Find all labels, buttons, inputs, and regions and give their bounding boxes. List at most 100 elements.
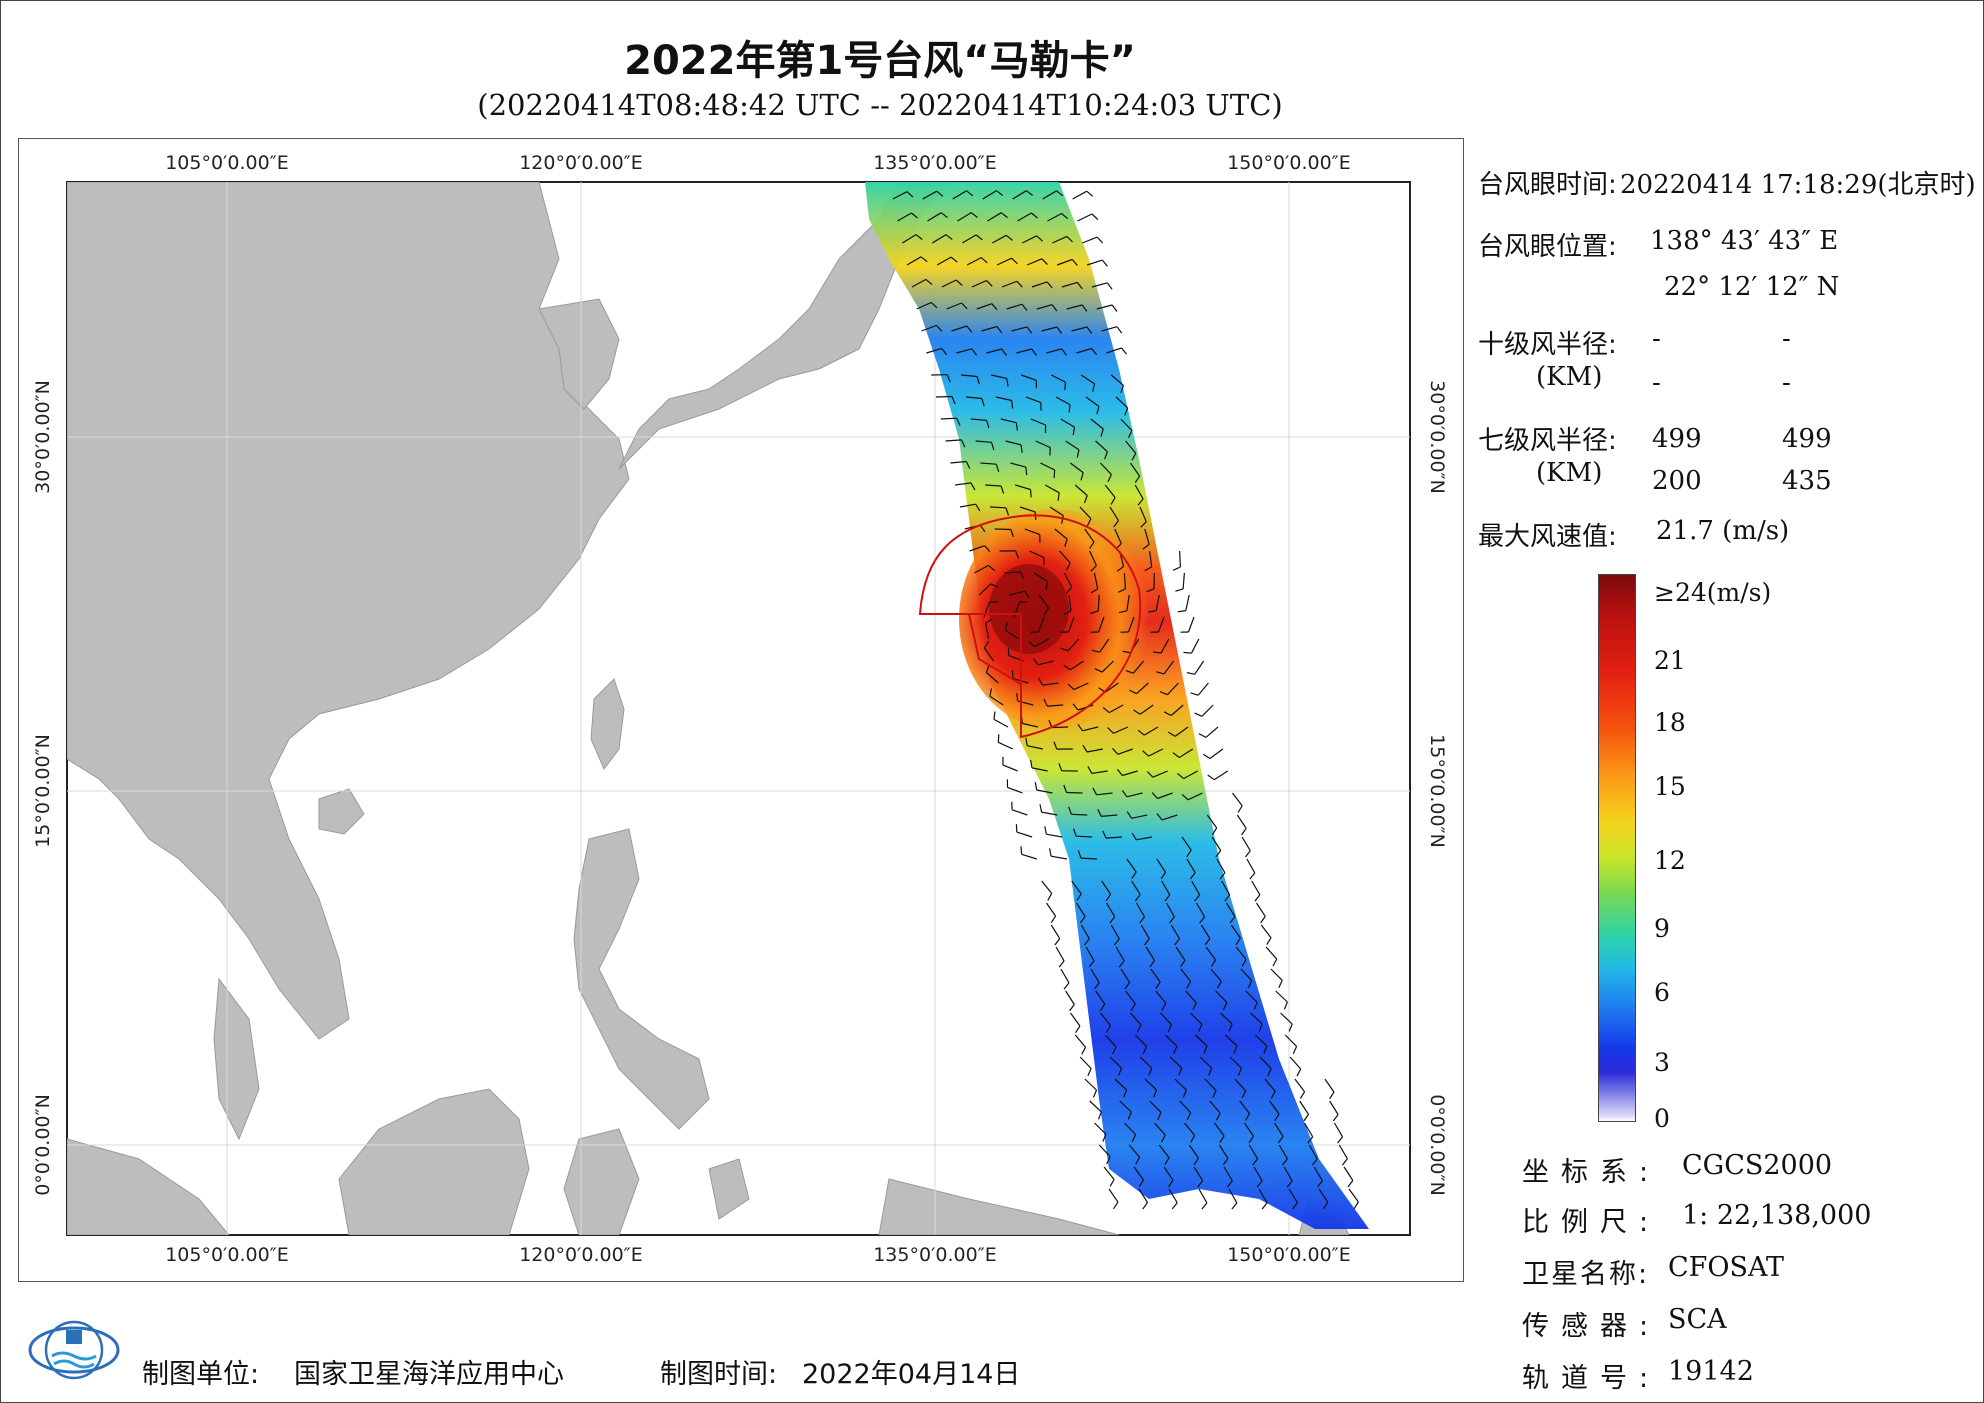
wind-barb-shaft — [1001, 280, 1018, 288]
wind-barb-feather — [1332, 1114, 1339, 1122]
wind-barb-feather — [1118, 960, 1125, 968]
wind-barb-feather — [988, 564, 995, 572]
wind-barb-feather — [1057, 492, 1060, 501]
wind-barb-feather — [1131, 1134, 1137, 1143]
wind-barb-shaft — [1205, 946, 1217, 961]
wind-barb-feather — [1144, 566, 1152, 572]
wind-barb-feather — [1092, 1089, 1098, 1098]
wind-barb-shaft — [1055, 396, 1071, 406]
r10-value-2: - — [1782, 324, 1791, 354]
wind-barb-shaft — [1134, 1034, 1148, 1047]
wind-barb-feather — [990, 583, 999, 588]
wind-barb-shaft — [1104, 682, 1119, 693]
lat-label-right-0: 0°0′0.00″N — [1426, 1094, 1448, 1196]
wind-barb-shaft — [1218, 1144, 1229, 1159]
wind-barb-feather — [1263, 1045, 1268, 1054]
wind-barb-feather — [1189, 872, 1196, 880]
wind-barb-feather — [1026, 326, 1033, 334]
wind-barb-shaft — [1070, 462, 1084, 474]
wind-barb-shaft — [1047, 704, 1064, 707]
wind-barb-shaft — [1085, 396, 1100, 407]
map-canvas[interactable]: 105°0′0.00″E 120°0′0.00″E 135°0′0.00″E 1… — [19, 139, 1463, 1281]
wind-barb-feather — [1248, 1135, 1254, 1144]
wind-barb-feather — [1322, 1201, 1329, 1210]
wind-barb-shaft — [1338, 1144, 1348, 1160]
wind-barb-shaft — [1097, 594, 1100, 612]
wind-barb-feather — [996, 326, 1003, 334]
wind-barb-feather — [1096, 406, 1100, 415]
wind-barb-shaft — [1129, 462, 1141, 477]
wind-barb-shaft — [1144, 528, 1150, 545]
wind-barb-shaft — [911, 278, 927, 288]
wind-barb-shaft — [1160, 1012, 1172, 1026]
wind-barb-shaft — [1080, 374, 1095, 385]
wind-barb-feather — [1219, 1135, 1225, 1143]
wind-barb-feather — [1010, 529, 1015, 538]
wind-barb-feather — [1001, 348, 1007, 356]
wind-barb-shaft — [1275, 990, 1288, 1003]
wind-barb-shaft — [1005, 440, 1022, 446]
wind-barb-feather — [955, 279, 963, 286]
wind-barb-feather — [1190, 1135, 1196, 1143]
wind-barb-feather — [1063, 664, 1071, 671]
wind-barb-shaft — [1031, 281, 1048, 288]
wind-barb-shaft — [1002, 764, 1018, 772]
wind-barb-feather — [1180, 959, 1186, 968]
r10-value-3: - — [1652, 368, 1661, 398]
wind-barb-shaft — [1072, 190, 1087, 200]
wind-barb-feather — [1086, 518, 1092, 527]
wind-barb-shaft — [1046, 833, 1063, 838]
map-panel[interactable]: 105°0′0.00″E 120°0′0.00″E 135°0′0.00″E 1… — [18, 138, 1464, 1282]
wind-barb-shaft — [1245, 990, 1258, 1003]
wind-barb-feather — [1109, 916, 1116, 924]
wind-barb-shaft — [1096, 304, 1113, 310]
wind-barb-shaft — [1046, 348, 1062, 354]
wind-barb-shaft — [1066, 304, 1083, 310]
wind-barb-shaft — [1136, 836, 1153, 841]
wind-barb-shaft — [1179, 1100, 1192, 1114]
wind-barb-feather — [945, 234, 953, 240]
wind-barb-shaft — [1016, 348, 1032, 354]
wind-barb-shaft — [1095, 990, 1106, 1005]
wind-barb-feather — [1254, 894, 1261, 902]
wind-barb-shaft — [1191, 880, 1201, 896]
wind-barb-shaft — [1089, 1100, 1102, 1113]
wind-barb-shaft — [1183, 770, 1198, 780]
wind-barb-shaft — [1101, 660, 1115, 673]
wind-barb-shaft — [1131, 814, 1148, 819]
crs-label: 坐标系: — [1522, 1157, 1661, 1188]
wind-barb-feather — [1153, 651, 1162, 654]
wind-barb-shaft — [1165, 902, 1175, 918]
wind-barb-feather — [1091, 213, 1099, 220]
wind-barb-feather — [1030, 759, 1033, 769]
wind-barb-feather — [1019, 571, 1025, 580]
wind-barb-feather — [1160, 1134, 1166, 1143]
wind-barb-feather — [925, 278, 933, 286]
wind-barb-shaft — [1205, 726, 1219, 738]
wind-barb-feather — [1192, 1002, 1197, 1011]
wind-barb-shaft — [1075, 902, 1086, 917]
wind-barb-shaft — [1235, 946, 1247, 960]
wind-barb-feather — [1031, 348, 1037, 356]
wind-barb-feather — [1086, 326, 1093, 334]
wind-barb-shaft — [1025, 396, 1042, 404]
wind-barb-shaft — [1115, 946, 1125, 962]
wind-barb-shaft — [1042, 682, 1059, 686]
wind-barb-shaft — [1258, 1188, 1268, 1204]
wind-barb-shaft — [1139, 506, 1147, 522]
wind-barb-feather — [1105, 893, 1112, 902]
wind-barb-feather — [1093, 982, 1100, 990]
wind-barb-shaft — [998, 741, 1014, 750]
wind-barb-feather — [1241, 1090, 1247, 1099]
wind-barb-shaft — [1086, 259, 1103, 266]
wind-barb-feather — [1198, 733, 1207, 738]
wind-barb-feather — [1046, 281, 1053, 289]
wind-barb-shaft — [1071, 813, 1088, 816]
wind-barb-shaft — [1016, 831, 1033, 838]
wind-barb-feather — [1292, 1046, 1298, 1054]
wind-barb-shaft — [1149, 550, 1153, 567]
wind-barb-feather — [1113, 520, 1119, 528]
wind-barb-feather — [1151, 792, 1158, 799]
wind-barb-shaft — [1174, 1078, 1187, 1091]
wind-barb-shaft — [1180, 968, 1192, 982]
